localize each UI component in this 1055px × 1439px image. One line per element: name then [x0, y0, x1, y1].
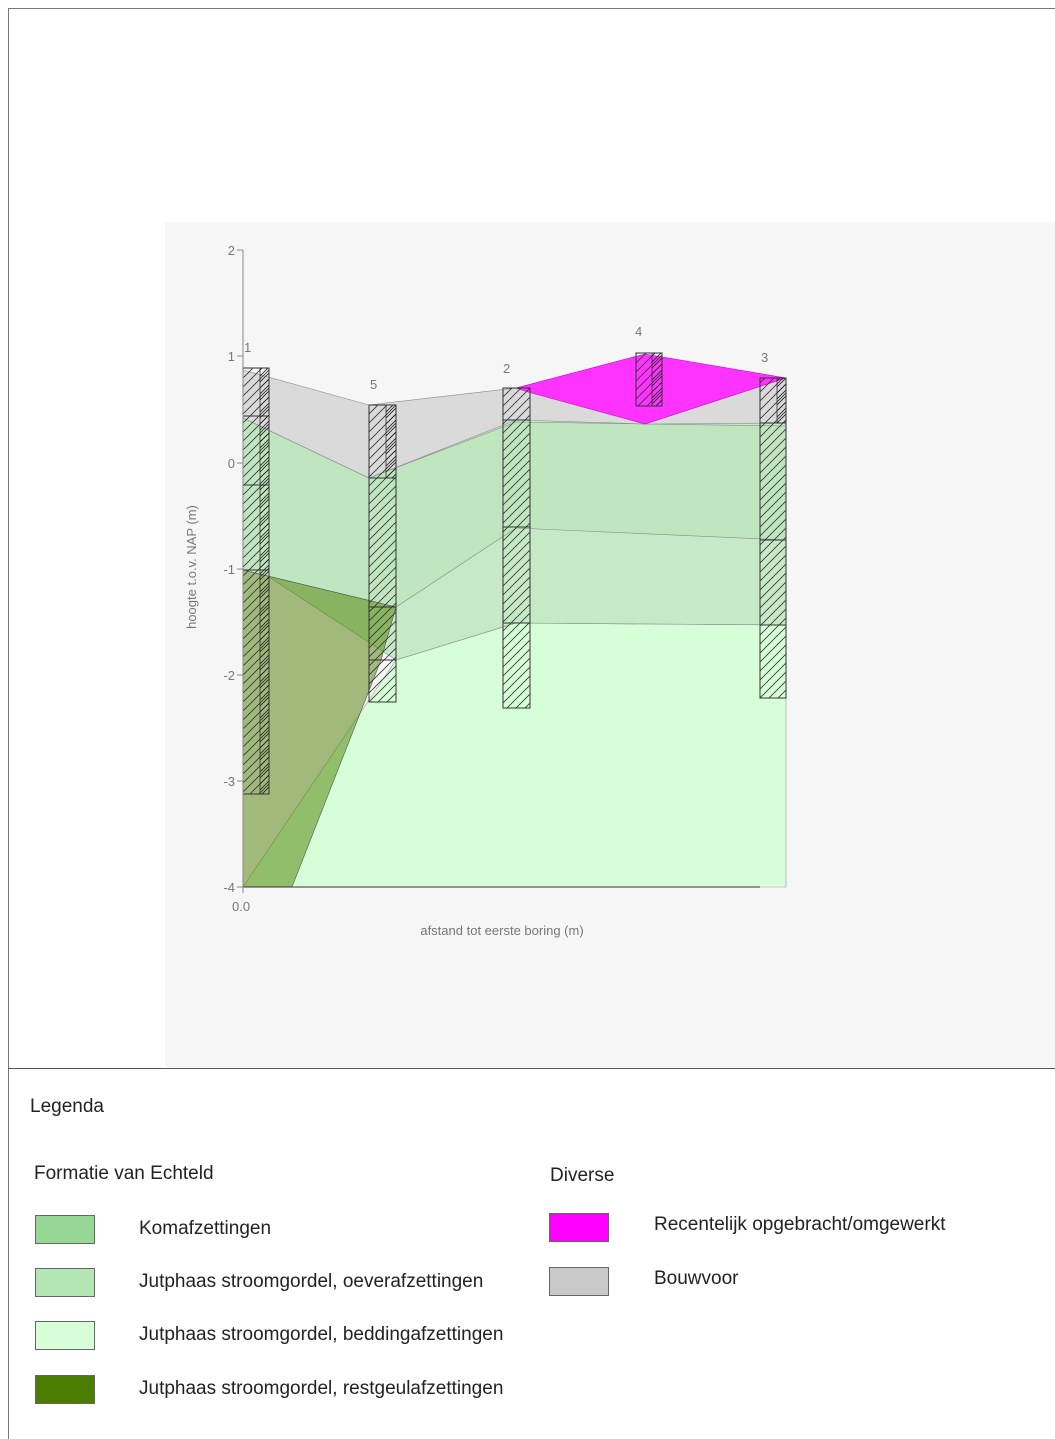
boring-3 — [759, 377, 787, 699]
legend-divider — [8, 1068, 1055, 1069]
y-tick-label-0: 0 — [228, 456, 235, 471]
legend-swatch — [35, 1268, 95, 1297]
legend-swatch — [549, 1213, 609, 1242]
y-tick-label-1: 1 — [228, 349, 235, 364]
y-tick-label-2: 2 — [228, 243, 235, 258]
y-tick-label-m4: -4 — [223, 880, 235, 895]
y-tick-label-m3: -3 — [223, 774, 235, 789]
boring-4 — [635, 352, 663, 407]
y-tick-label-m2: -2 — [223, 668, 235, 683]
legend-item-label: Recentelijk opgebracht/omgewerkt — [654, 1214, 946, 1235]
boring-2 — [502, 387, 531, 709]
boring-1 — [242, 367, 270, 795]
y-tick-label-m1: -1 — [223, 562, 235, 577]
legend-group-title-diverse: Diverse — [550, 1165, 615, 1186]
boring-label-3: 3 — [761, 350, 768, 365]
legend-item-label: Komafzettingen — [139, 1218, 272, 1239]
x-axis-label: afstand tot eerste boring (m) — [420, 923, 583, 938]
boring-label-5: 5 — [370, 377, 377, 392]
boring-label-2: 2 — [503, 361, 510, 376]
boring-label-4: 4 — [635, 324, 642, 339]
legend-swatch — [35, 1215, 95, 1244]
page-frame — [8, 8, 1055, 1439]
cross-section-chart: 1 5 2 4 3 2 1 0 -1 -2 -3 -4 hoogte t.o.v… — [184, 243, 787, 938]
legend-swatch — [35, 1321, 95, 1350]
legend-item-label: Jutphaas stroomgordel, oeverafzettingen — [139, 1271, 484, 1292]
boring-label-1: 1 — [244, 340, 251, 355]
x-tick-label-0: 0.0 — [232, 899, 250, 914]
legend-swatch — [35, 1375, 95, 1404]
legend-item-label: Jutphaas stroomgordel, restgeulafzetting… — [139, 1378, 504, 1399]
legend-group-title-echteld: Formatie van Echteld — [34, 1163, 214, 1184]
legend-item-label: Bouwvoor — [654, 1268, 739, 1289]
boreholes — [242, 352, 787, 795]
boring-labels: 1 5 2 4 3 — [244, 324, 768, 392]
legend-title: Legenda — [30, 1096, 104, 1117]
legend-item-label: Jutphaas stroomgordel, beddingafzettinge… — [139, 1324, 504, 1345]
legend-swatch — [549, 1267, 609, 1296]
boring-5 — [368, 404, 397, 703]
y-axis-label: hoogte t.o.v. NAP (m) — [184, 505, 199, 629]
x-axis: 0.0 afstand tot eerste boring (m) — [232, 887, 584, 938]
y-axis: 2 1 0 -1 -2 -3 -4 hoogte t.o.v. NAP (m) — [184, 243, 244, 895]
